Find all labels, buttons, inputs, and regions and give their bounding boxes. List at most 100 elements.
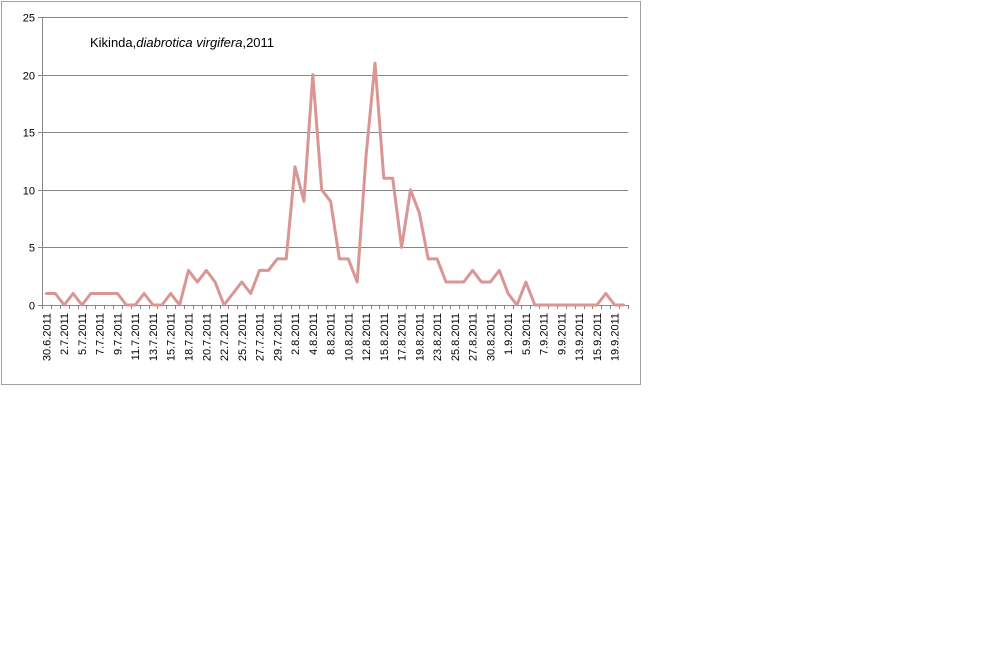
data-point xyxy=(374,62,377,65)
data-point xyxy=(205,269,208,272)
data-point xyxy=(134,304,137,307)
data-point xyxy=(72,292,75,295)
data-point xyxy=(409,188,412,191)
x-tick-label: 1.9.2011 xyxy=(503,313,515,355)
data-point xyxy=(604,292,607,295)
data-point xyxy=(285,257,288,260)
x-tick-label: 30.8.2011 xyxy=(485,313,497,361)
x-tick-label: 10.8.2011 xyxy=(343,313,355,361)
data-point xyxy=(507,292,510,295)
data-point xyxy=(311,73,314,76)
x-tick-label: 9.7.2011 xyxy=(112,313,124,355)
chart-title-species: diabrotica virgifera xyxy=(136,35,243,50)
x-tick-label: 5.9.2011 xyxy=(521,313,533,355)
x-tick-label: 15.8.2011 xyxy=(379,313,391,361)
data-point xyxy=(347,257,350,260)
data-point xyxy=(63,304,66,307)
x-tick-label: 27.8.2011 xyxy=(468,313,480,361)
x-tick-label: 19.8.2011 xyxy=(414,313,426,361)
x-tick-label: 15.9.2011 xyxy=(592,313,604,361)
x-tick-label: 8.8.2011 xyxy=(326,313,338,355)
data-point xyxy=(89,292,92,295)
axes xyxy=(38,17,629,309)
data-point xyxy=(516,304,519,307)
y-tick-label: 20 xyxy=(23,71,35,83)
x-tick-label: 18.7.2011 xyxy=(184,313,196,361)
data-point xyxy=(427,257,430,260)
y-tick-label: 25 xyxy=(23,13,35,25)
data-point xyxy=(107,292,110,295)
x-tick-label: 7.7.2011 xyxy=(95,313,107,355)
data-point xyxy=(471,269,474,272)
x-tick-label: 2.7.2011 xyxy=(59,313,71,355)
data-point xyxy=(338,257,341,260)
data-point xyxy=(356,281,359,284)
data-point xyxy=(143,292,146,295)
x-tick-label: 7.9.2011 xyxy=(539,313,551,355)
data-point xyxy=(160,304,163,307)
x-tick-label: 11.7.2011 xyxy=(130,313,142,360)
x-tick-label: 13.7.2011 xyxy=(148,313,160,361)
x-tick-label: 2.8.2011 xyxy=(290,313,302,355)
data-point xyxy=(116,292,119,295)
x-tick-label: 5.7.2011 xyxy=(77,313,89,355)
data-point xyxy=(436,257,439,260)
x-axis-tick-labels: 30.6.2011 2.7.2011 5.7.2011 7.7.2011 9.7.201… xyxy=(41,313,621,361)
x-tick-label: 20.7.2011 xyxy=(201,313,213,361)
chart-frame: 0 5 10 15 20 25 30.6.2011 2.7.2011 5.7.2011 7.7.… xyxy=(1,1,641,385)
series-line xyxy=(44,61,626,307)
data-point xyxy=(302,200,305,203)
data-point xyxy=(240,281,243,284)
data-point xyxy=(329,200,332,203)
data-point xyxy=(54,292,57,295)
x-tick-label: 22.7.2011 xyxy=(219,313,231,361)
x-tick-label: 25.8.2011 xyxy=(450,313,462,361)
data-point xyxy=(81,304,84,307)
data-point xyxy=(223,304,226,307)
data-point xyxy=(187,269,190,272)
data-point xyxy=(622,304,625,307)
data-point xyxy=(445,281,448,284)
data-point xyxy=(152,304,155,307)
x-tick-label: 4.8.2011 xyxy=(308,313,320,355)
x-tick-label: 15.7.2011 xyxy=(166,313,178,361)
data-point xyxy=(169,292,172,295)
data-point xyxy=(542,304,545,307)
x-tick-label: 25.7.2011 xyxy=(237,313,249,361)
x-tick-label: 9.9.2011 xyxy=(556,313,568,355)
data-point xyxy=(382,177,385,180)
data-point xyxy=(267,269,270,272)
data-point xyxy=(560,304,563,307)
data-point xyxy=(524,281,527,284)
x-tick-label: 23.8.2011 xyxy=(432,313,444,361)
data-point xyxy=(391,177,394,180)
data-point xyxy=(489,281,492,284)
data-point xyxy=(196,281,199,284)
data-point xyxy=(533,304,536,307)
data-point xyxy=(453,281,456,284)
data-point xyxy=(480,281,483,284)
data-point xyxy=(365,154,368,157)
y-axis-tick-labels: 0 5 10 15 20 25 xyxy=(23,13,35,313)
y-tick-label: 0 xyxy=(29,301,35,313)
x-tick-label: 27.7.2011 xyxy=(255,313,267,361)
data-point xyxy=(551,304,554,307)
chart-title-suffix: ,2011 xyxy=(242,35,275,50)
data-point xyxy=(258,269,261,272)
data-point xyxy=(587,304,590,307)
data-point xyxy=(249,292,252,295)
series-layer xyxy=(44,61,626,307)
data-point xyxy=(45,292,48,295)
data-point xyxy=(276,257,279,260)
chart-title: Kikinda,diabrotica virgifera,2011 xyxy=(90,35,274,50)
y-tick-label: 15 xyxy=(23,128,35,140)
data-point xyxy=(400,246,403,249)
data-point xyxy=(231,292,234,295)
data-point xyxy=(498,269,501,272)
x-tick-label: 29.7.2011 xyxy=(272,313,284,361)
data-point xyxy=(595,304,598,307)
chart-title-prefix: Kikinda, xyxy=(90,35,137,50)
data-point xyxy=(98,292,101,295)
data-point xyxy=(178,304,181,307)
gridlines xyxy=(42,17,628,248)
